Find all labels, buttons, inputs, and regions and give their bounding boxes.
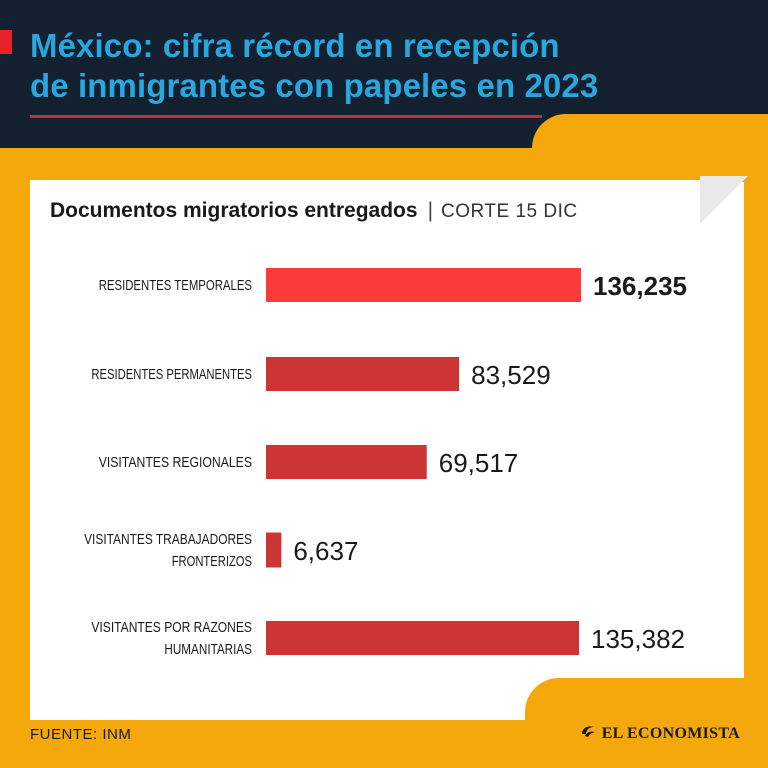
chart-subtitle: Documentos migratorios entregados | CORTE … bbox=[50, 196, 578, 227]
value-label-3: 69,517 bbox=[439, 448, 519, 478]
brand-name: EL ECONOMISTA bbox=[601, 725, 740, 742]
bar-3 bbox=[266, 445, 427, 479]
source-note: FUENTE: INM bbox=[30, 726, 132, 743]
category-label-3: VISITANTES REGIONALES bbox=[99, 455, 252, 471]
bar-chart: 136,235 RESIDENTES TEMPORALES 83,529 RESIDE… bbox=[84, 268, 687, 658]
category-label-4-line-1: VISITANTES TRABAJADORES bbox=[84, 532, 252, 548]
bar-1 bbox=[266, 268, 581, 302]
value-label-2: 83,529 bbox=[471, 360, 551, 390]
category-label-5-line-1: VISITANTES POR RAZONES bbox=[91, 620, 252, 636]
bar-5 bbox=[266, 621, 580, 655]
value-label-4: 6,637 bbox=[293, 536, 358, 566]
title-line-1: México: cifra récord en recepción bbox=[30, 27, 560, 64]
chart-subtitle-date: CORTE 15 DIC bbox=[441, 201, 578, 222]
title-underline bbox=[30, 115, 542, 118]
page-title: México: cifra récord en recepción de inm… bbox=[30, 26, 750, 106]
bar-4 bbox=[266, 532, 282, 568]
value-label-1: 136,235 bbox=[593, 271, 687, 301]
newspaper-swirl-icon bbox=[580, 724, 596, 743]
value-label-5: 135,382 bbox=[591, 624, 685, 654]
category-label-2: RESIDENTES PERMANENTES bbox=[91, 367, 252, 383]
subtitle-separator: | bbox=[427, 199, 434, 222]
category-label-4-line-2: FRONTERIZOS bbox=[172, 554, 252, 570]
header-accent-bar bbox=[0, 30, 12, 54]
brand-logo: EL ECONOMISTA bbox=[580, 724, 740, 743]
bottom-yellow-tab bbox=[525, 678, 768, 738]
page-curl-icon bbox=[700, 176, 748, 224]
category-label-1: RESIDENTES TEMPORALES bbox=[99, 278, 252, 294]
yellow-frame-tab bbox=[532, 114, 768, 174]
chart-subtitle-main: Documentos migratorios entregados bbox=[50, 199, 418, 222]
title-line-2: de inmigrantes con papeles en 2023 bbox=[30, 67, 599, 104]
category-label-5-line-2: HUMANITARIAS bbox=[164, 642, 252, 658]
bar-2 bbox=[266, 357, 460, 391]
